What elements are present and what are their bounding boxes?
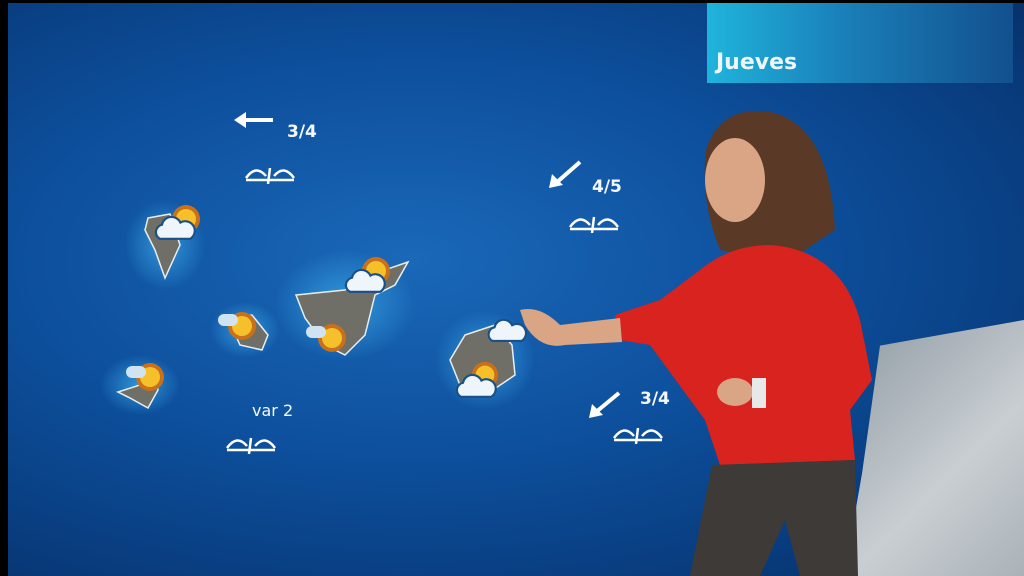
moderate-sea-icon xyxy=(225,436,277,454)
wind-force-label: 3/4 xyxy=(640,389,670,409)
presenter xyxy=(520,111,872,576)
day-banner: Jueves xyxy=(707,3,1013,83)
arrow-southwest-icon xyxy=(589,391,621,418)
moderate-sea-icon xyxy=(568,215,620,233)
moderate-sea-icon xyxy=(612,426,664,444)
haze-icon xyxy=(306,326,326,338)
wind-force-label: 3/4 xyxy=(287,122,317,142)
arrow-southwest-icon xyxy=(549,160,582,188)
haze-icon xyxy=(218,314,238,326)
wind-force-label: var 2 xyxy=(252,401,294,420)
frame-border xyxy=(0,0,1024,3)
frame-border xyxy=(0,0,8,576)
day-label: Jueves xyxy=(716,50,798,75)
moderate-sea-icon xyxy=(244,166,296,184)
haze-icon xyxy=(126,366,146,378)
wind-arrows xyxy=(234,112,621,418)
wind-force-label: 4/5 xyxy=(592,177,622,197)
arrow-west-icon xyxy=(234,112,273,128)
